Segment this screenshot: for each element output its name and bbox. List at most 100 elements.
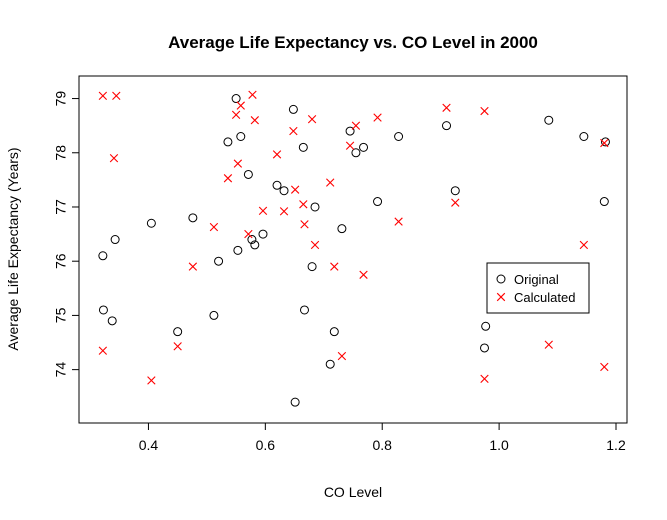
point-calculated — [394, 217, 403, 226]
point-calculated — [544, 340, 553, 349]
point-original — [579, 132, 589, 142]
point-calculated — [248, 90, 257, 99]
y-axis: 74 75 76 77 78 79 — [53, 91, 79, 378]
point-original — [480, 343, 489, 353]
point-original — [110, 235, 120, 245]
point-original — [481, 321, 491, 331]
point-original — [214, 256, 224, 266]
point-original — [351, 148, 361, 158]
x-tick-label: 0.4 — [139, 437, 159, 453]
point-calculated — [290, 185, 300, 194]
point-original — [223, 137, 233, 147]
point-original — [243, 169, 253, 179]
point-calculated — [209, 222, 219, 232]
point-original — [442, 121, 452, 131]
point-calculated — [579, 240, 589, 250]
point-calculated — [330, 262, 339, 271]
point-original — [288, 104, 298, 114]
x-axis: 0.4 0.6 0.8 1.0 1.2 — [139, 423, 626, 453]
point-original — [310, 202, 320, 212]
point-original — [450, 186, 460, 196]
point-original — [173, 327, 183, 337]
x-tick-label: 0.8 — [372, 437, 392, 453]
x-axis-label: CO Level — [324, 484, 382, 500]
point-original — [188, 213, 198, 223]
point-original — [107, 316, 117, 326]
point-calculated — [300, 220, 309, 229]
point-original — [209, 310, 219, 320]
point-calculated — [98, 91, 108, 101]
point-calculated — [231, 110, 241, 120]
point-calculated — [600, 362, 609, 372]
point-calculated — [272, 150, 282, 159]
point-calculated — [233, 159, 243, 168]
point-calculated — [279, 207, 289, 216]
point-calculated — [109, 154, 119, 163]
point-original — [298, 142, 308, 152]
legend-label: Calculated — [514, 290, 575, 305]
point-original — [394, 132, 404, 142]
point-original — [496, 274, 506, 284]
point-original — [325, 359, 335, 369]
point-calculated — [600, 138, 609, 148]
point-calculated — [307, 114, 317, 124]
point-calculated — [223, 174, 233, 183]
point-calculated — [345, 141, 355, 150]
point-original — [290, 397, 300, 407]
point-calculated — [310, 240, 320, 250]
point-original — [258, 229, 268, 239]
point-original — [146, 218, 156, 228]
point-original — [250, 240, 260, 250]
point-original — [337, 224, 347, 234]
x-tick-label: 1.2 — [606, 437, 626, 453]
point-calculated — [299, 200, 308, 209]
y-tick-label: 77 — [53, 199, 69, 215]
point-original — [307, 262, 317, 272]
point-original — [373, 197, 383, 207]
point-calculated — [250, 116, 260, 125]
point-calculated — [351, 121, 361, 130]
point-calculated — [244, 229, 253, 239]
y-tick-label: 76 — [53, 253, 69, 269]
point-original — [329, 327, 339, 337]
point-calculated — [258, 206, 268, 215]
point-original — [236, 132, 246, 142]
point-calculated — [188, 262, 198, 271]
point-original — [98, 251, 108, 261]
point-original — [233, 245, 243, 255]
point-calculated — [480, 374, 489, 384]
point-original — [600, 137, 610, 147]
point-original — [299, 305, 309, 315]
point-calculated — [337, 351, 347, 361]
point-calculated — [98, 346, 108, 355]
point-calculated — [173, 342, 182, 351]
point-original — [345, 126, 355, 136]
point-original — [279, 186, 289, 196]
y-tick-label: 74 — [53, 362, 69, 378]
point-calculated — [442, 103, 451, 112]
point-original — [359, 142, 369, 152]
plot-frame — [78, 75, 628, 424]
y-axis-label: Average Life Expectancy (Years) — [5, 147, 21, 350]
point-calculated — [289, 126, 298, 136]
point-calculated — [496, 292, 506, 302]
point-original — [599, 197, 609, 207]
point-calculated — [480, 106, 489, 116]
point-original — [272, 180, 282, 190]
point-calculated — [359, 270, 368, 279]
point-calculated — [236, 101, 245, 110]
point-original — [98, 305, 108, 315]
legend: Original Calculated — [486, 262, 590, 314]
x-tick-label: 1.0 — [489, 437, 509, 453]
point-calculated — [373, 113, 382, 122]
y-tick-label: 78 — [53, 145, 69, 161]
y-tick-label: 79 — [53, 91, 69, 107]
point-original — [544, 115, 554, 125]
data-points — [98, 90, 610, 407]
y-tick-label: 75 — [53, 307, 69, 323]
legend-box — [486, 262, 590, 314]
point-calculated — [147, 376, 156, 385]
point-calculated — [326, 178, 335, 187]
chart-title: Average Life Expectancy vs. CO Level in … — [168, 33, 538, 52]
